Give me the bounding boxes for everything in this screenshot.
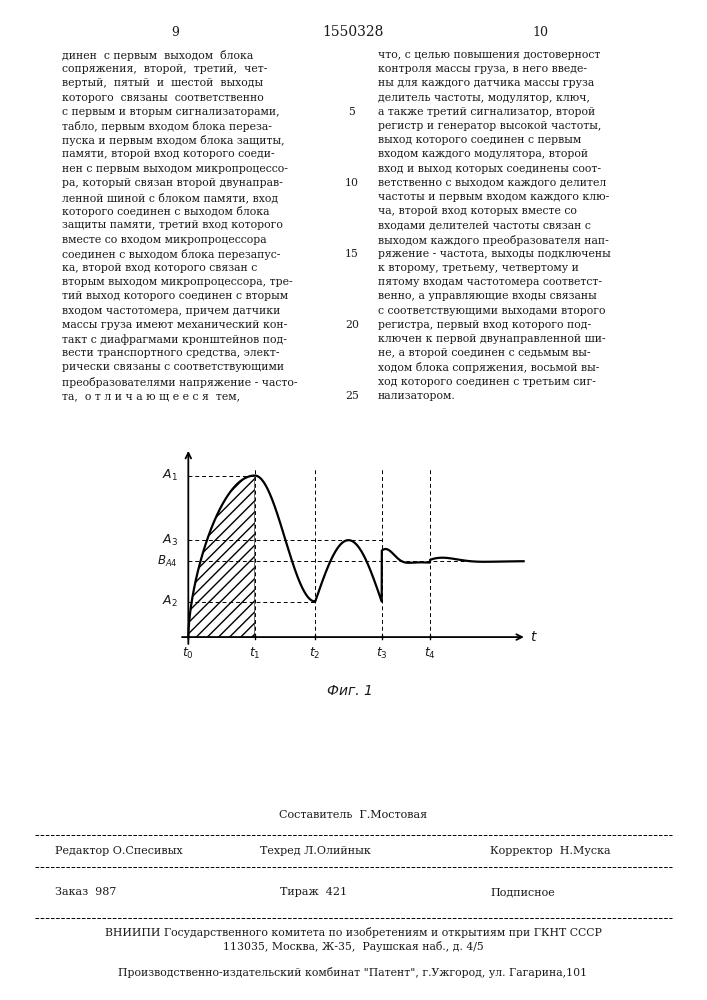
Text: нализатором.: нализатором.: [378, 391, 456, 401]
Text: $t_2$: $t_2$: [310, 646, 321, 661]
Text: венно, а управляющие входы связаны: венно, а управляющие входы связаны: [378, 291, 597, 301]
Text: ветственно с выходом каждого делител: ветственно с выходом каждого делител: [378, 178, 606, 188]
Text: вместе со входом микропроцессора: вместе со входом микропроцессора: [62, 235, 267, 245]
Text: что, с целью повышения достоверност: что, с целью повышения достоверност: [378, 50, 600, 60]
Text: Техред Л.Олийнык: Техред Л.Олийнык: [260, 846, 370, 856]
Text: массы груза имеют механический кон-: массы груза имеют механический кон-: [62, 320, 287, 330]
Text: нен с первым выходом микропроцессо-: нен с первым выходом микропроцессо-: [62, 164, 288, 174]
Text: памяти, второй вход которого соеди-: памяти, второй вход которого соеди-: [62, 149, 274, 159]
Text: $A_2$: $A_2$: [162, 594, 177, 609]
Text: выход которого соединен с первым: выход которого соединен с первым: [378, 135, 581, 145]
Text: $t_3$: $t_3$: [376, 646, 387, 661]
Text: 1550328: 1550328: [322, 25, 384, 39]
Text: ключен к первой двунаправленной ши-: ключен к первой двунаправленной ши-: [378, 334, 606, 344]
Text: которого соединен с выходом блока: которого соединен с выходом блока: [62, 206, 269, 217]
Text: соединен с выходом блока перезапус-: соединен с выходом блока перезапус-: [62, 249, 281, 260]
Text: динен  с первым  выходом  блока: динен с первым выходом блока: [62, 50, 253, 61]
Text: 10: 10: [532, 25, 548, 38]
Text: не, а второй соединен с седьмым вы-: не, а второй соединен с седьмым вы-: [378, 348, 590, 358]
Text: 113035, Москва, Ж-35,  Раушская наб., д. 4/5: 113035, Москва, Ж-35, Раушская наб., д. …: [223, 940, 484, 952]
Text: ча, второй вход которых вместе со: ча, второй вход которых вместе со: [378, 206, 577, 216]
Text: такт с диафрагмами кронштейнов под-: такт с диафрагмами кронштейнов под-: [62, 334, 287, 345]
Text: Производственно-издательский комбинат "Патент", г.Ужгород, ул. Гагарина,101: Производственно-издательский комбинат "П…: [119, 966, 588, 978]
Text: 20: 20: [345, 320, 359, 330]
Text: входом частотомера, причем датчики: входом частотомера, причем датчики: [62, 306, 281, 316]
Text: входами делителей частоты связан с: входами делителей частоты связан с: [378, 220, 591, 230]
Text: ВНИИПИ Государственного комитета по изобретениям и открытиям при ГКНТ СССР: ВНИИПИ Государственного комитета по изоб…: [105, 928, 602, 938]
Text: Заказ  987: Заказ 987: [55, 887, 117, 897]
Text: которого  связаны  соответственно: которого связаны соответственно: [62, 93, 264, 103]
Text: ряжение - частота, выходы подключены: ряжение - частота, выходы подключены: [378, 249, 611, 259]
Text: к второму, третьему, четвертому и: к второму, третьему, четвертому и: [378, 263, 579, 273]
Text: делитель частоты, модулятор, ключ,: делитель частоты, модулятор, ключ,: [378, 93, 590, 103]
Text: 25: 25: [345, 391, 359, 401]
Text: $A_3$: $A_3$: [162, 533, 177, 548]
Text: а также третий сигнализатор, второй: а также третий сигнализатор, второй: [378, 107, 595, 117]
Text: регистр и генератор высокой частоты,: регистр и генератор высокой частоты,: [378, 121, 602, 131]
Text: $A_1$: $A_1$: [162, 468, 177, 483]
Text: вход и выход которых соединены соот-: вход и выход которых соединены соот-: [378, 164, 601, 174]
Text: тий выход которого соединен с вторым: тий выход которого соединен с вторым: [62, 291, 288, 301]
Text: 15: 15: [345, 249, 359, 259]
Text: рически связаны с соответствующими: рически связаны с соответствующими: [62, 362, 284, 372]
Text: ны для каждого датчика массы груза: ны для каждого датчика массы груза: [378, 78, 595, 88]
Text: с соответствующими выходами второго: с соответствующими выходами второго: [378, 306, 605, 316]
Text: табло, первым входом блока переза-: табло, первым входом блока переза-: [62, 121, 272, 132]
Text: регистра, первый вход которого под-: регистра, первый вход которого под-: [378, 320, 591, 330]
Text: Редактор О.Спесивых: Редактор О.Спесивых: [55, 846, 182, 856]
Text: $t_1$: $t_1$: [249, 646, 261, 661]
Text: $B_{A4}$: $B_{A4}$: [157, 554, 177, 569]
Text: ходом блока сопряжения, восьмой вы-: ходом блока сопряжения, восьмой вы-: [378, 362, 600, 373]
Text: 5: 5: [349, 107, 356, 117]
Text: вторым выходом микропроцессора, тре-: вторым выходом микропроцессора, тре-: [62, 277, 293, 287]
Text: 10: 10: [345, 178, 359, 188]
Text: Составитель  Г.Мостовая: Составитель Г.Мостовая: [279, 810, 427, 820]
Text: ленной шиной с блоком памяти, вход: ленной шиной с блоком памяти, вход: [62, 192, 278, 203]
Text: преобразователями напряжение - часто-: преобразователями напряжение - часто-: [62, 377, 298, 388]
Text: Тираж  421: Тираж 421: [280, 887, 347, 897]
Text: защиты памяти, третий вход которого: защиты памяти, третий вход которого: [62, 220, 283, 230]
Text: та,  о т л и ч а ю щ е е с я  тем,: та, о т л и ч а ю щ е е с я тем,: [62, 391, 240, 401]
Text: Подписное: Подписное: [490, 887, 555, 897]
Text: вертый,  пятый  и  шестой  выходы: вертый, пятый и шестой выходы: [62, 78, 263, 88]
Text: $t_4$: $t_4$: [424, 646, 436, 661]
Text: пуска и первым входом блока защиты,: пуска и первым входом блока защиты,: [62, 135, 285, 146]
Text: ка, второй вход которого связан с: ка, второй вход которого связан с: [62, 263, 257, 273]
Text: контроля массы груза, в него введе-: контроля массы груза, в него введе-: [378, 64, 587, 74]
Text: вести транспортного средства, элект-: вести транспортного средства, элект-: [62, 348, 279, 358]
Text: Корректор  Н.Муска: Корректор Н.Муска: [490, 846, 611, 856]
Text: частоты и первым входом каждого клю-: частоты и первым входом каждого клю-: [378, 192, 609, 202]
Text: ход которого соединен с третьим сиг-: ход которого соединен с третьим сиг-: [378, 377, 596, 387]
Text: пятому входам частотомера соответст-: пятому входам частотомера соответст-: [378, 277, 602, 287]
Text: ра, который связан второй двунаправ-: ра, который связан второй двунаправ-: [62, 178, 283, 188]
Text: Фиг. 1: Фиг. 1: [327, 684, 373, 698]
Text: выходом каждого преобразователя нап-: выходом каждого преобразователя нап-: [378, 235, 609, 246]
Text: с первым и вторым сигнализаторами,: с первым и вторым сигнализаторами,: [62, 107, 280, 117]
Text: $t$: $t$: [530, 630, 537, 644]
Text: входом каждого модулятора, второй: входом каждого модулятора, второй: [378, 149, 588, 159]
Text: сопряжения,  второй,  третий,  чет-: сопряжения, второй, третий, чет-: [62, 64, 267, 74]
Text: 9: 9: [171, 25, 179, 38]
Text: $t_0$: $t_0$: [182, 646, 194, 661]
